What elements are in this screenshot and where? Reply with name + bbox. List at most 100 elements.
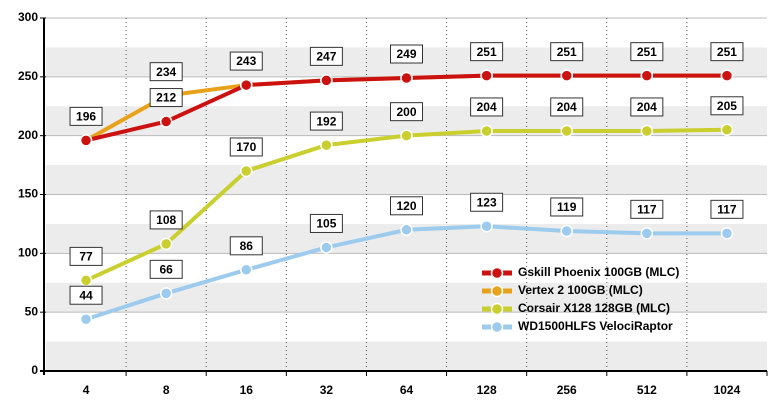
data-label: 117 [637, 203, 657, 217]
label-box [149, 88, 183, 108]
label-box [69, 106, 103, 126]
legend-label: Gskill Phoenix 100GB (MLC) [518, 265, 679, 279]
point [640, 69, 654, 82]
point [159, 115, 173, 128]
point [240, 263, 253, 277]
data-label: 119 [557, 200, 577, 214]
point [560, 69, 573, 82]
x-tick-label: 4 [83, 383, 90, 397]
label-box [470, 97, 504, 117]
label-box [630, 97, 664, 117]
legend-dot [490, 302, 504, 316]
legend-dot [490, 266, 504, 280]
x-tick-label: 256 [557, 383, 577, 397]
label-box [630, 42, 664, 62]
label-box [390, 44, 423, 64]
data-label: 123 [477, 195, 497, 209]
data-label: 212 [156, 91, 176, 105]
legend-label: WD1500HLFS VelociRaptor [518, 319, 673, 333]
data-label: 243 [236, 54, 256, 68]
y-tick-label: 100 [18, 246, 38, 260]
data-label: 204 [557, 100, 577, 114]
point [560, 224, 573, 238]
data-label: 86 [240, 239, 254, 253]
point [79, 274, 93, 287]
data-label: 251 [557, 45, 577, 59]
label-box [470, 42, 504, 62]
x-tick-label: 16 [240, 383, 254, 397]
data-label: 234 [156, 65, 176, 79]
label-box [229, 51, 263, 71]
data-label: 247 [316, 50, 336, 64]
data-label: 249 [396, 47, 416, 61]
point [720, 69, 734, 82]
label-box [390, 102, 423, 122]
label-box [630, 199, 664, 219]
label-box [550, 197, 584, 217]
label-box [470, 192, 504, 212]
data-label: 44 [79, 288, 93, 302]
data-label: 204 [477, 100, 497, 114]
data-label: 108 [156, 213, 176, 227]
data-label: 251 [717, 45, 737, 59]
label-box [149, 210, 183, 230]
point [320, 74, 333, 87]
point [79, 312, 93, 326]
point [480, 124, 493, 138]
y-tick-label: 250 [18, 69, 38, 83]
label-box [309, 46, 343, 66]
data-label: 77 [79, 250, 93, 264]
label-box [69, 246, 103, 266]
y-tick-label: 150 [18, 187, 38, 201]
label-box [710, 42, 744, 62]
y-tick-label: 50 [25, 304, 39, 318]
point [400, 71, 413, 85]
data-label: 120 [396, 199, 416, 213]
label-box [550, 97, 584, 117]
label-box [229, 236, 263, 256]
point [79, 134, 93, 147]
data-label: 200 [396, 105, 416, 119]
point [720, 123, 734, 137]
point [480, 220, 493, 233]
x-tick-label: 64 [400, 383, 414, 397]
data-label: 105 [316, 217, 336, 231]
data-label: 251 [477, 45, 497, 59]
point [159, 237, 173, 251]
label-box [390, 196, 423, 216]
x-tick-label: 1024 [714, 383, 741, 397]
point [400, 223, 413, 237]
data-label: 192 [316, 114, 336, 128]
legend-dot [490, 320, 504, 334]
point [240, 164, 253, 178]
data-label: 196 [76, 110, 96, 124]
label-box [710, 199, 744, 219]
data-label: 204 [637, 100, 657, 114]
label-box [149, 259, 183, 279]
x-tick-label: 512 [637, 383, 657, 397]
point [320, 241, 333, 254]
label-box [550, 42, 584, 62]
point [159, 287, 173, 300]
legend-dot [490, 284, 504, 298]
legend-label: Vertex 2 100GB (MLC) [518, 283, 643, 297]
point [640, 227, 654, 240]
point [640, 124, 654, 138]
stripe [46, 341, 767, 371]
label-box [149, 62, 183, 82]
x-tick-label: 8 [163, 383, 170, 397]
label-box [710, 96, 744, 116]
label-box [69, 285, 103, 305]
point [240, 78, 253, 92]
x-tick-label: 128 [477, 383, 497, 397]
y-tick-label: 300 [18, 10, 38, 24]
point [320, 138, 333, 152]
point [400, 129, 413, 142]
point [480, 69, 493, 82]
y-tick-label: 200 [18, 128, 38, 142]
label-box [309, 111, 343, 131]
point [720, 227, 734, 240]
data-label: 205 [717, 99, 737, 113]
x-tick-label: 32 [320, 383, 334, 397]
